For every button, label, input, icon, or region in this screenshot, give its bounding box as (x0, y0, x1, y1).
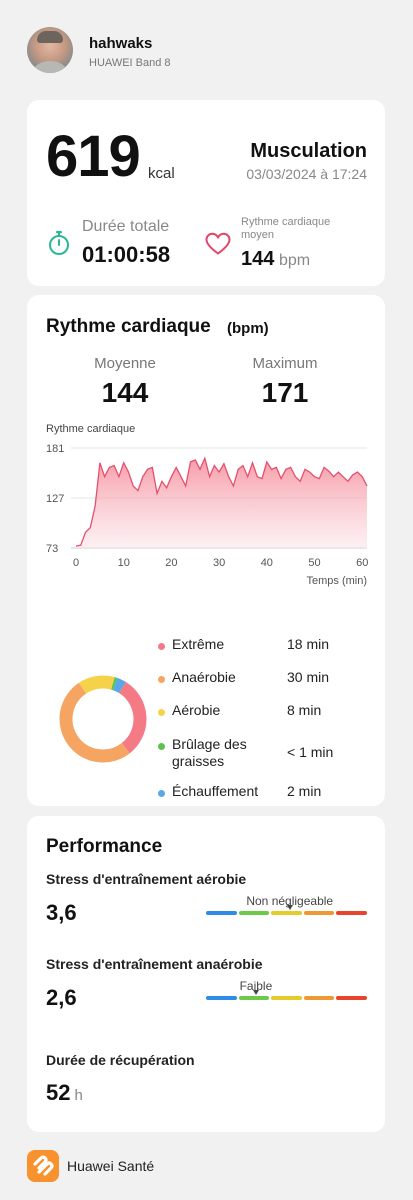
app-name: Huawei Santé (67, 1158, 155, 1174)
y-tick-label: 127 (46, 493, 64, 505)
calories-value: 619 (46, 124, 141, 189)
avatar-shoulders (29, 61, 71, 73)
aerobic-level-text: Non négligeable (246, 894, 334, 908)
aerobic-stress-value: 3,6 (46, 900, 77, 925)
avg-hr-value: 144 (241, 248, 275, 270)
donut-segment (118, 681, 147, 754)
donut-segment (112, 677, 126, 694)
maximum-label: Maximum (252, 355, 318, 372)
average-value: 144 (101, 377, 149, 408)
zone-color-dot (158, 709, 165, 716)
y-tick-label: 181 (46, 443, 64, 455)
avatar-hair (37, 31, 63, 43)
zone-duration: < 1 min (287, 744, 334, 760)
x-tick-label: 40 (261, 557, 273, 569)
device-name: HUAWEI Band 8 (89, 57, 171, 69)
scale-segment (303, 996, 335, 1000)
donut-segment (59, 682, 130, 763)
zone-legend-item: Échauffement 2 min (155, 783, 375, 811)
zone-duration: 8 min (287, 702, 322, 718)
maximum-value: 171 (261, 377, 309, 408)
avg-hr-unit: bpm (279, 252, 311, 269)
scale-segment (303, 911, 335, 915)
aerobic-stress-scale: Non négligeable (206, 894, 367, 916)
avatar[interactable] (27, 27, 73, 73)
aerobic-level-marker (286, 905, 293, 910)
zone-name: Aérobie (172, 702, 221, 718)
scale-segment (238, 996, 270, 1000)
zone-name: Extrême (172, 636, 225, 652)
donut-segment (111, 677, 118, 691)
aerobic-scale-bar (206, 911, 367, 915)
duration-label: Durée totale (82, 218, 170, 235)
avg-hr-label: Rythme cardiaque moyen (241, 216, 331, 241)
zone-name: Échauffement (172, 783, 259, 799)
x-tick-label: 30 (213, 557, 225, 569)
performance-title: Performance (46, 836, 163, 857)
zone-duration: 30 min (287, 669, 330, 685)
average-label: Moyenne (94, 355, 156, 372)
scale-segment (206, 911, 237, 915)
anaerobic-stress-scale: Faible (206, 979, 367, 1001)
donut-segment (78, 675, 115, 694)
x-tick-label: 20 (165, 557, 177, 569)
x-axis-label: Temps (min) (306, 575, 367, 587)
huawei-health-logo-icon[interactable] (27, 1150, 59, 1182)
workout-summary-card: 619 kcal Musculation 03/03/2024 à 17:24 … (27, 100, 385, 286)
recovery-unit: h (74, 1087, 83, 1104)
heart-icon (205, 232, 231, 255)
scale-segment (271, 996, 302, 1000)
heart-rate-card: Rythme cardiaque (bpm) Moyenne 144 Maxim… (27, 295, 385, 806)
chart-title: Rythme cardiaque (46, 423, 136, 435)
zone-legend-item: Brûlage des graisses < 1 min (155, 736, 375, 769)
chart-line (75, 456, 368, 547)
scale-segment (271, 911, 302, 915)
zone-legend-item: Extrême 18 min (155, 636, 375, 664)
zone-color-dot (158, 790, 165, 797)
performance-card: Performance Stress d'entraînement aérobi… (27, 816, 385, 1132)
username: hahwaks (89, 35, 153, 52)
heart-rate-chart: 73 127 181 0 10 20 30 40 50 60 Temps (min) (46, 443, 368, 587)
anaerobic-stress-value: 2,6 (46, 985, 77, 1010)
duration-value: 01:00:58 (82, 242, 171, 267)
anaerobic-level-text: Faible (239, 979, 273, 993)
scale-segment (206, 996, 237, 1000)
scale-segment (238, 911, 270, 915)
heart-rate-unit: (bpm) (227, 320, 269, 337)
zone-legend-item: Aérobie 8 min (155, 702, 375, 730)
anaerobic-scale-bar (206, 996, 367, 1000)
zone-duration: 18 min (287, 636, 330, 652)
chart-area (76, 458, 367, 548)
stopwatch-icon (49, 231, 69, 255)
scale-segment (336, 996, 367, 1000)
profile-header: hahwaks HUAWEI Band 8 (27, 27, 387, 75)
activity-type: Musculation (250, 140, 367, 162)
aerobic-stress-label: Stress d'entraînement aérobie (46, 871, 247, 887)
anaerobic-stress-label: Stress d'entraînement anaérobie (46, 956, 263, 972)
recovery-label: Durée de récupération (46, 1052, 195, 1068)
workout-datetime: 03/03/2024 à 17:24 (246, 166, 367, 182)
zone-duration: 2 min (287, 783, 322, 799)
x-tick-label: 50 (308, 557, 320, 569)
y-tick-label: 73 (46, 543, 58, 555)
zone-name: Anaérobie (172, 669, 236, 685)
zones-donut-chart (59, 675, 147, 763)
x-tick-label: 60 (356, 557, 368, 569)
zone-color-dot (158, 676, 165, 683)
zone-color-dot (158, 743, 165, 750)
recovery-value: 52 (46, 1080, 71, 1105)
x-tick-label: 10 (118, 557, 130, 569)
scale-segment (336, 911, 367, 915)
x-tick-label: 0 (73, 557, 79, 569)
zone-name: Brûlage des graisses (172, 736, 247, 769)
zone-legend-item: Anaérobie 30 min (155, 669, 375, 697)
anaerobic-level-marker (252, 990, 259, 995)
heart-rate-title: Rythme cardiaque (46, 316, 211, 337)
calories-unit: kcal (148, 165, 175, 182)
recovery-value-row: 52 h (46, 1080, 83, 1106)
zone-color-dot (158, 643, 165, 650)
